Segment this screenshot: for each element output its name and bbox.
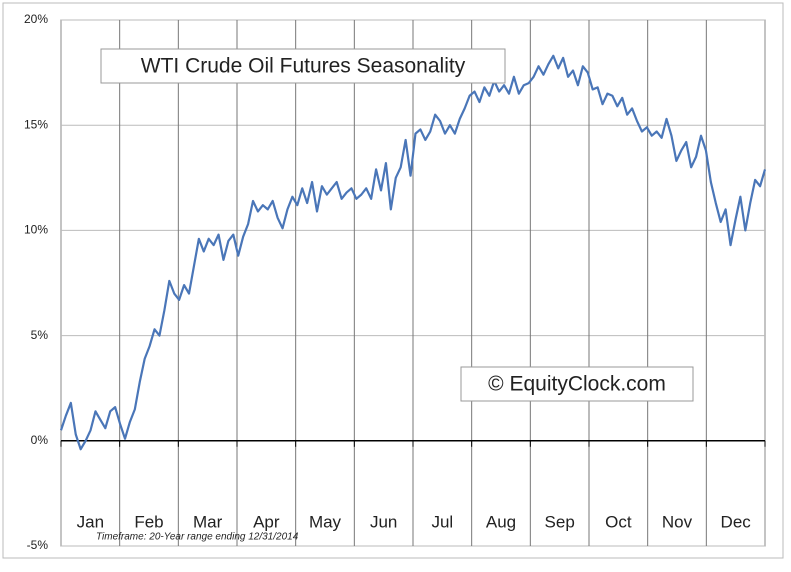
footnote: Timeframe: 20-Year range ending 12/31/20… (96, 532, 299, 543)
x-tick-label: Oct (605, 512, 632, 531)
series-line (59, 54, 767, 451)
x-tick-label: Mar (193, 512, 223, 531)
x-tick-label: Nov (662, 512, 693, 531)
x-tick-label: Aug (486, 512, 516, 531)
y-tick-label: 5% (31, 328, 49, 342)
x-tick-label: Jun (370, 512, 397, 531)
title-box (100, 48, 506, 84)
chart-title: WTI Crude Oil Futures Seasonality (141, 55, 466, 78)
chart-border (2, 2, 784, 559)
y-tick-label: 20% (24, 12, 48, 26)
x-tick-label: Sep (545, 512, 575, 531)
watermark: © EquityClock.com (488, 373, 666, 396)
series-layer (59, 54, 767, 451)
y-tick-label: 0% (31, 433, 49, 447)
x-tick-label: Feb (134, 512, 163, 531)
y-tick-label: 10% (24, 223, 48, 237)
x-tick-label: Dec (721, 512, 752, 531)
y-tick-label: 15% (24, 117, 48, 131)
watermark-box (460, 366, 694, 402)
x-tick-label: Jan (77, 512, 104, 531)
y-tick-label: -5% (27, 538, 49, 552)
x-tick-label: Apr (253, 512, 280, 531)
grid (60, 19, 766, 547)
x-tick-label: Jul (431, 512, 453, 531)
x-tick-label: May (309, 512, 342, 531)
